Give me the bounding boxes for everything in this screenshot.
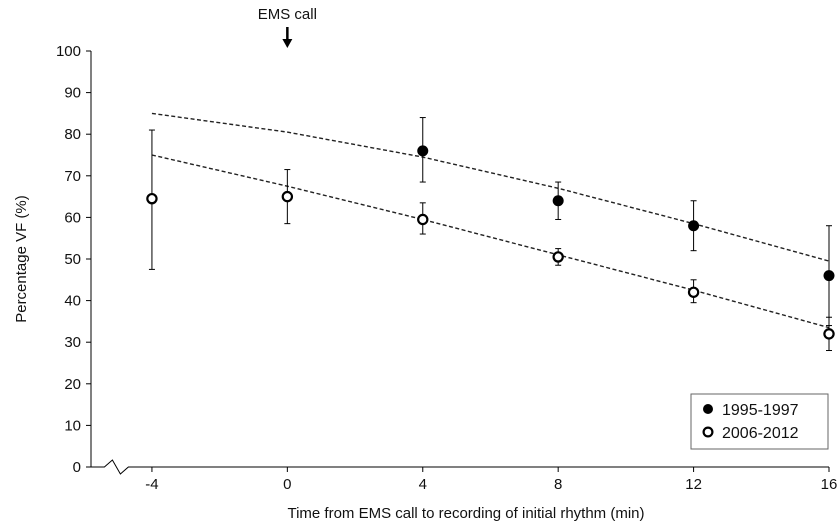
legend-filled-circle-marker <box>703 404 713 414</box>
x-axis-label: Time from EMS call to recording of initi… <box>287 505 644 522</box>
y-tick-label: 20 <box>64 376 81 393</box>
x-tick-label: 16 <box>821 476 838 493</box>
y-tick-label: 50 <box>64 251 81 268</box>
x-tick-label: -4 <box>145 476 158 493</box>
legend-open-circle-marker <box>702 426 714 438</box>
open-circle-point <box>687 286 700 298</box>
open-circle-point <box>146 192 158 205</box>
y-tick-label: 10 <box>64 417 81 434</box>
y-tick-label: 100 <box>56 43 81 60</box>
y-tick-label: 90 <box>64 85 81 102</box>
axes: 0 10 20 30 40 50 60 70 80 90 100 -4 0 4 8 12 16 <box>56 43 837 493</box>
ems-call-arrow <box>282 27 293 48</box>
y-tick-label: 0 <box>73 459 81 476</box>
x-axis-line-with-break <box>91 459 829 475</box>
open-circle-point <box>281 190 294 203</box>
open-circle-point <box>823 328 835 340</box>
legend-label: 1995-1997 <box>722 402 799 419</box>
error-bars <box>148 117 832 352</box>
filled-circle-point <box>417 145 429 157</box>
y-tick-label: 80 <box>64 126 81 143</box>
trend-line <box>151 112 830 262</box>
y-tick-label: 30 <box>64 334 81 351</box>
ems-call-annotation: EMS call <box>258 6 317 23</box>
y-tick-label: 60 <box>64 209 81 226</box>
legend-box <box>690 393 829 450</box>
trend-lines <box>151 112 830 329</box>
y-axis-label: Percentage VF (%) <box>13 195 30 323</box>
filled-circle-point <box>823 270 835 282</box>
open-circle-point <box>417 213 429 226</box>
data-points <box>146 145 835 340</box>
open-circle-point <box>552 251 564 263</box>
x-tick-label: 12 <box>685 476 702 493</box>
y-tick-label: 40 <box>64 293 81 310</box>
x-tick-label: 4 <box>419 476 427 493</box>
trend-line <box>151 154 830 329</box>
legend: 1995-1997 2006-2012 <box>690 393 829 450</box>
arrow-head <box>282 39 293 48</box>
y-tick-label: 70 <box>64 168 81 185</box>
filled-circle-point <box>552 195 564 207</box>
x-tick-label: 8 <box>554 476 562 493</box>
x-tick-label: 0 <box>283 476 291 493</box>
legend-label: 2006-2012 <box>722 425 799 442</box>
filled-circle-point <box>688 220 700 232</box>
